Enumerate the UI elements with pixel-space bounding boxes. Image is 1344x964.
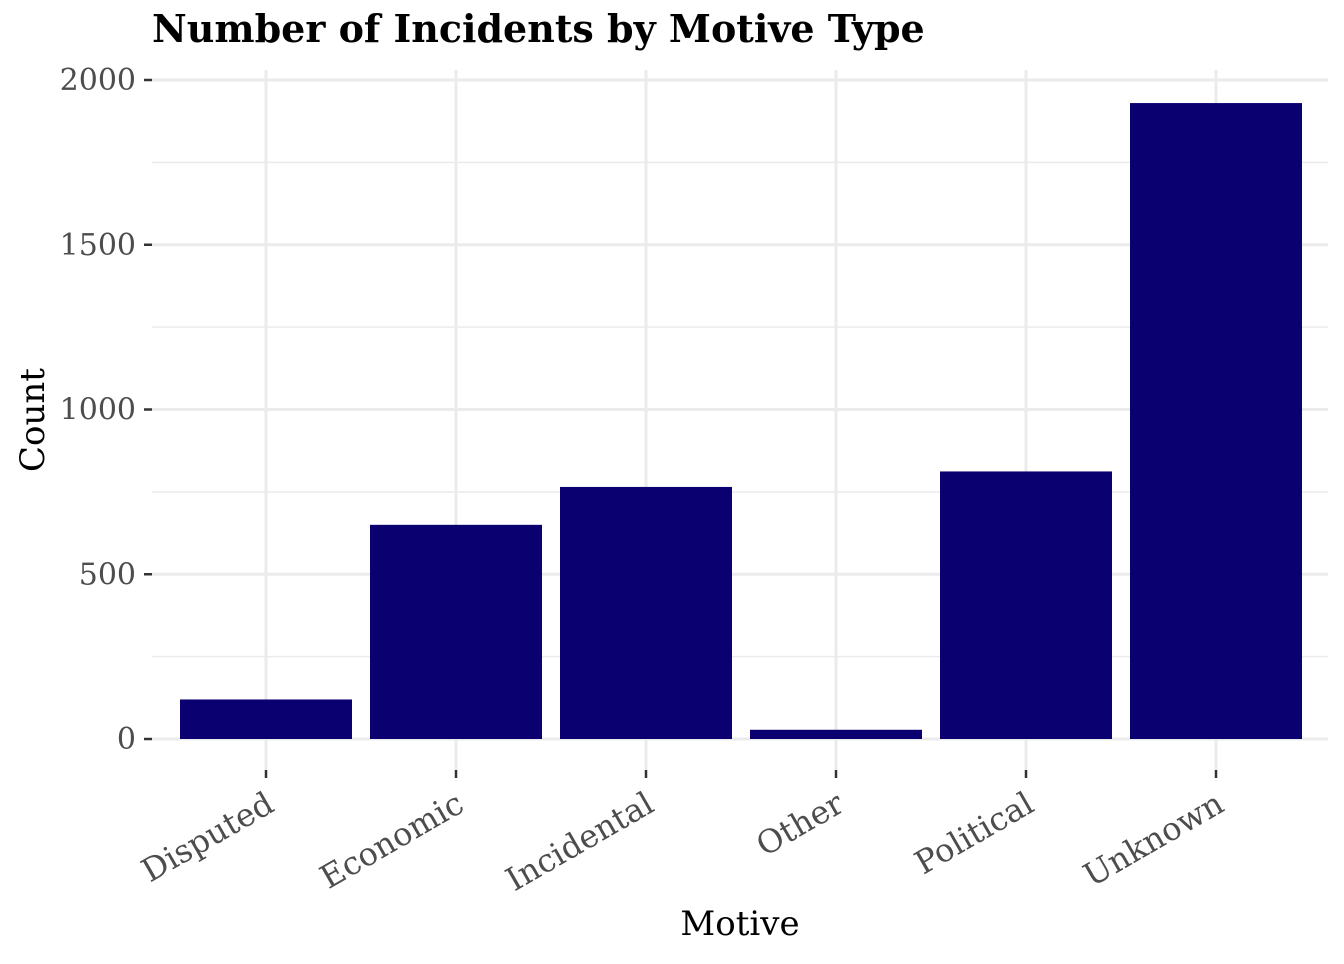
bar-other	[750, 729, 922, 739]
bars	[180, 103, 1302, 739]
y-tick-label: 1000	[60, 393, 136, 428]
x-tick-label-other: Other	[750, 784, 851, 864]
y-tick-label: 1500	[60, 228, 136, 263]
y-axis-title: Count	[13, 368, 53, 472]
x-tick-label-political: Political	[908, 784, 1040, 882]
x-tick-label-disputed: Disputed	[135, 784, 280, 890]
x-tick-label-unknown: Unknown	[1077, 784, 1230, 894]
bar-incidental	[560, 486, 732, 739]
chart-title: Number of Incidents by Motive Type	[152, 6, 925, 51]
x-tick-label-incidental: Incidental	[499, 784, 660, 899]
y-tick-label: 500	[79, 557, 136, 592]
bar-unknown	[1130, 103, 1302, 739]
x-tick-label-economic: Economic	[313, 784, 470, 896]
bar-political	[940, 471, 1112, 739]
bar-disputed	[180, 699, 352, 739]
y-tick-label: 0	[117, 722, 136, 757]
bar-economic	[370, 524, 542, 739]
y-tick-label: 2000	[60, 63, 136, 98]
x-axis-title: Motive	[680, 904, 799, 944]
